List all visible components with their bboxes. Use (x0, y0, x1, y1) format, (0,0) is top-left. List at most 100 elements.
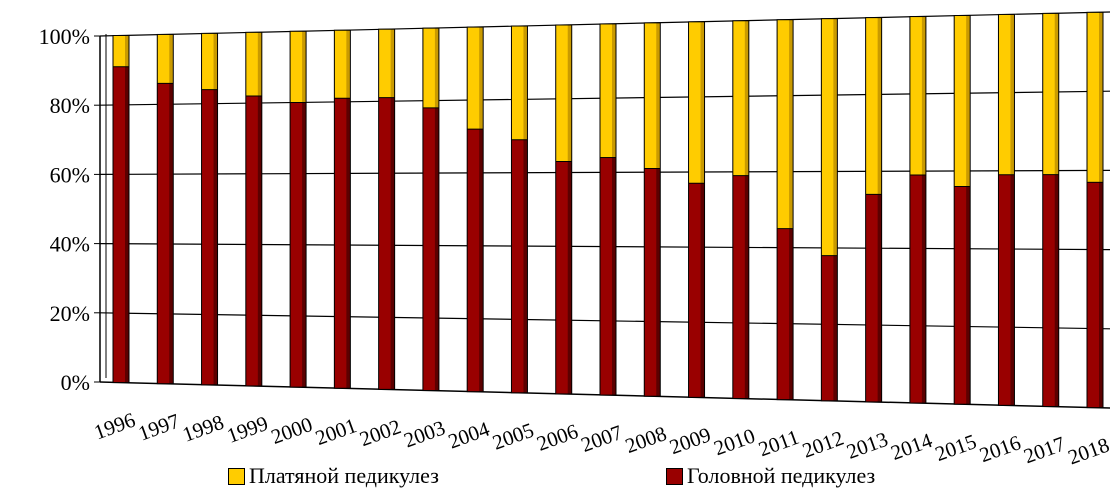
bar-head-lice-side (921, 175, 926, 404)
bar-group-2006 (555, 24, 573, 395)
x-tick-label: 1998 (179, 410, 227, 447)
bar-group-2011 (776, 19, 794, 401)
bar-outline (865, 17, 883, 403)
bar-outline (732, 20, 750, 399)
legend-swatch-head-lice (666, 467, 683, 485)
bar-head-lice-side (789, 228, 794, 400)
bars (112, 11, 1104, 409)
bar-group-2012 (820, 18, 838, 402)
bar-head-lice-side (833, 255, 838, 401)
bar-outline (422, 27, 440, 392)
bar-outline (1086, 11, 1104, 409)
bar-group-2015 (953, 15, 971, 405)
x-tick-label: 2000 (268, 412, 316, 449)
bar-head-lice-side (302, 102, 307, 388)
x-tick-label: 2010 (711, 423, 759, 460)
bar-outline (245, 31, 263, 387)
bar-clothing-lice-side (921, 16, 926, 176)
bar-head-lice-side (390, 97, 395, 390)
bar-clothing-lice-side (346, 30, 351, 99)
x-tick-label: 2002 (356, 414, 404, 451)
bar-head-lice-side (434, 107, 439, 391)
y-tick-label: 40% (50, 232, 90, 257)
bar-group-2000 (289, 30, 307, 388)
bar-head-lice-side (1010, 174, 1015, 406)
x-tick-label: 2007 (578, 420, 626, 457)
bar-clothing-lice-side (656, 22, 661, 169)
x-tick-label: 2013 (843, 427, 891, 464)
x-tick-label: 2001 (312, 413, 360, 450)
legend-item-clothing-lice: Платяной педикулез (228, 463, 439, 489)
bar-outline (776, 19, 794, 401)
bar-group-1997 (156, 33, 174, 385)
legend-swatch-clothing-lice (228, 467, 245, 485)
bar-outline (378, 28, 396, 390)
bar-clothing-lice-side (700, 21, 705, 184)
bar-group-2003 (422, 27, 440, 392)
y-tick-label: 60% (50, 162, 90, 187)
bar-clothing-lice-side (434, 28, 439, 108)
bar-clothing-lice-side (789, 19, 794, 229)
bar-group-2001 (333, 29, 351, 389)
bar-head-lice-side (169, 83, 174, 384)
x-tick-label: 1997 (135, 409, 183, 446)
bar-head-lice-side (567, 161, 572, 394)
bar-outline (909, 16, 927, 404)
bar-outline (1042, 12, 1060, 407)
bar-head-lice-side (1099, 182, 1103, 408)
bar-group-2013 (865, 17, 883, 403)
x-tick-label: 2015 (932, 429, 980, 466)
bar-group-1999 (245, 31, 263, 387)
bar-outline (156, 33, 174, 385)
bar-outline (201, 32, 219, 386)
x-tick-label: 2014 (888, 428, 936, 465)
x-tick-label: 2008 (622, 421, 670, 458)
bar-head-lice-side (125, 66, 129, 383)
x-tick-label: 2018 (1065, 433, 1113, 470)
bar-clothing-lice-side (390, 29, 395, 98)
bar-clothing-lice-side (1099, 12, 1103, 183)
bar-head-lice-side (346, 98, 351, 389)
y-tick-label: 20% (50, 301, 90, 326)
x-tick-label: 2005 (489, 418, 537, 455)
bar-group-2018 (1086, 11, 1104, 409)
bar-clothing-lice-side (479, 27, 484, 130)
bar-outline (688, 21, 706, 398)
x-tick-label: 2016 (976, 430, 1024, 467)
y-tick-label: 100% (39, 24, 90, 49)
x-tick-label: 2006 (533, 419, 581, 456)
bar-clothing-lice-side (1054, 13, 1059, 175)
bar-clothing-lice-side (125, 35, 129, 67)
bar-outline (466, 26, 484, 393)
bar-outline (289, 30, 307, 388)
bar-clothing-lice-side (302, 31, 307, 103)
bar-clothing-lice-side (833, 18, 838, 256)
bar-group-2005 (510, 25, 528, 394)
x-tick-label: 2003 (401, 415, 449, 452)
bar-head-lice-side (966, 186, 971, 405)
bar-group-1996 (112, 35, 130, 384)
x-tick-label: 2017 (1020, 431, 1068, 468)
bar-head-lice-side (612, 157, 616, 396)
legend-label-clothing-lice: Платяной педикулез (249, 463, 439, 488)
bar-outline (510, 25, 528, 394)
x-tick-label: 1996 (91, 408, 139, 445)
bar-group-2016 (997, 13, 1015, 406)
bar-clothing-lice-side (966, 15, 971, 187)
bar-outline (643, 22, 661, 397)
bar-group-2010 (732, 20, 750, 399)
bar-head-lice-side (700, 183, 705, 398)
x-tick-label: 2011 (755, 425, 802, 462)
bar-group-2004 (466, 26, 484, 393)
x-tick-labels: 1996199719981999200020012002200320042005… (91, 408, 1113, 470)
bar-group-2002 (378, 28, 396, 390)
bar-group-1998 (201, 32, 219, 386)
bar-outline (997, 13, 1015, 406)
bar-group-2009 (688, 21, 706, 398)
x-tick-label: 2012 (799, 426, 847, 463)
y-tick-label: 0% (61, 370, 90, 395)
bar-head-lice-side (257, 95, 262, 386)
bar-clothing-lice-side (612, 23, 616, 158)
bar-outline (333, 29, 351, 389)
